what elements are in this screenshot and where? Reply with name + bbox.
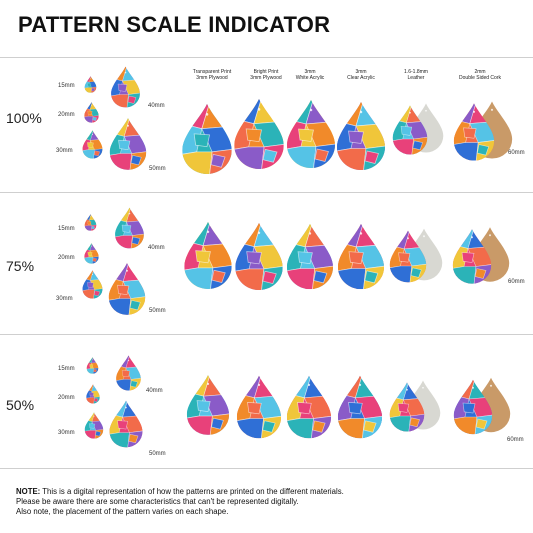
size-sample-drop xyxy=(84,243,99,264)
material-sample-drop xyxy=(234,99,284,169)
size-sample-drop xyxy=(111,66,140,108)
size-label-15mm: 15mm xyxy=(58,83,75,89)
size-sample-drop xyxy=(116,355,141,391)
page-title: PATTERN SCALE INDICATOR xyxy=(18,12,331,37)
material-sample-drop xyxy=(452,229,492,284)
material-label-cork: 2mm Double Sided Cork xyxy=(459,69,501,81)
size-label-50mm: 50mm xyxy=(149,451,166,457)
bottom-divider xyxy=(0,468,533,469)
material-sample-drop xyxy=(184,221,232,290)
material-sample-drop xyxy=(182,104,232,174)
material-sample-drop xyxy=(453,379,493,435)
note-text: NOTE: This is a digital representation o… xyxy=(16,487,344,516)
material-sample-drop xyxy=(236,375,282,439)
size-label-60mm: 60mm xyxy=(508,150,525,156)
size-sample-drop xyxy=(84,76,97,93)
size-sample-drop xyxy=(82,270,103,299)
size-sample-drop xyxy=(108,263,146,315)
material-sample-drop xyxy=(337,375,383,439)
size-label-40mm: 40mm xyxy=(148,245,165,251)
size-label-50mm: 50mm xyxy=(149,308,166,314)
size-label-20mm: 20mm xyxy=(58,255,75,261)
material-sample-drop xyxy=(286,375,332,439)
section-divider-1 xyxy=(0,192,533,193)
size-label-30mm: 30mm xyxy=(56,296,73,302)
material-sample-drop xyxy=(286,223,334,290)
material-sample-drop xyxy=(337,102,385,170)
size-sample-drop xyxy=(84,412,104,439)
material-sample-drop xyxy=(389,382,425,432)
size-label-20mm: 20mm xyxy=(58,395,75,401)
size-label-15mm: 15mm xyxy=(58,226,75,232)
material-sample-drop xyxy=(392,105,428,155)
size-sample-drop xyxy=(84,214,97,231)
section-divider-2 xyxy=(0,334,533,335)
note-label: NOTE: xyxy=(16,487,41,496)
material-label-clear-acrylic: 3mm Clear Acrylic xyxy=(347,69,375,81)
material-sample-drop xyxy=(453,103,495,161)
material-label-bright-plywood: Bright Print 3mm Plywood xyxy=(250,69,282,81)
material-sample-drop xyxy=(287,100,335,168)
material-label-transparent-plywood: Transparent Print 3mm Plywood xyxy=(192,69,232,81)
size-label-15mm: 15mm xyxy=(58,366,75,372)
size-sample-drop xyxy=(86,384,100,404)
size-sample-drop xyxy=(86,357,99,374)
size-label-30mm: 30mm xyxy=(58,430,75,436)
material-label-leather: 1.6-1.8mm Leather xyxy=(404,69,428,81)
size-label-30mm: 30mm xyxy=(56,148,73,154)
size-label-40mm: 40mm xyxy=(146,388,163,394)
material-sample-drop xyxy=(235,222,283,291)
material-sample-drop xyxy=(337,223,385,290)
size-sample-drop xyxy=(109,118,147,170)
scale-label: 50% xyxy=(6,397,35,413)
size-label-60mm: 60mm xyxy=(507,437,524,443)
material-sample-drop xyxy=(389,230,427,283)
size-sample-drop xyxy=(84,102,99,123)
scale-label: 100% xyxy=(6,110,42,126)
size-label-50mm: 50mm xyxy=(149,166,166,172)
material-sample-drop xyxy=(186,375,230,435)
size-sample-drop xyxy=(82,130,103,159)
size-label-20mm: 20mm xyxy=(58,112,75,118)
size-label-40mm: 40mm xyxy=(148,103,165,109)
material-label-white-acrylic: 3mm White Acrylic xyxy=(295,69,325,81)
scale-label: 75% xyxy=(6,258,35,274)
size-label-60mm: 60mm xyxy=(508,279,525,285)
size-sample-drop xyxy=(109,400,143,448)
size-sample-drop xyxy=(115,207,144,249)
top-divider xyxy=(0,57,533,58)
